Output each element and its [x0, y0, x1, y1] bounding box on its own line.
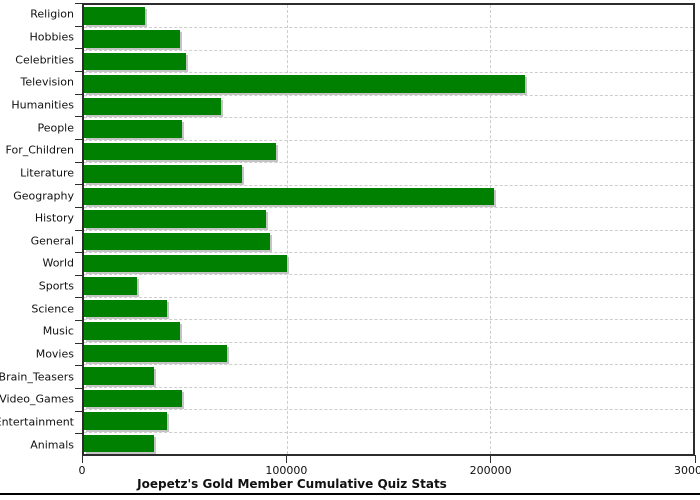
y-axis-label: History: [34, 211, 74, 225]
x-axis-tick: [490, 455, 492, 463]
y-axis-label: Hobbies: [29, 30, 74, 44]
bar-people: [84, 120, 183, 138]
y-axis-tick: [75, 3, 82, 4]
bar-row: [84, 251, 693, 275]
x-axis-tick-labels: 0 100000 200000 300000: [78, 464, 700, 478]
y-axis-label: General: [30, 234, 74, 248]
bar-for_children: [84, 142, 276, 161]
y-axis-label: For_Children: [5, 143, 74, 157]
bar-video_games: [84, 389, 182, 408]
bar-row: [84, 72, 693, 95]
bar-row: [84, 229, 693, 253]
bar-row: [84, 274, 693, 297]
y-axis-tick: [75, 138, 82, 140]
y-axis-label: Television: [20, 75, 75, 89]
y-axis-tick: [75, 252, 82, 254]
y-axis-tick: [75, 342, 82, 344]
bar-row: [84, 207, 693, 230]
bar-row: [84, 49, 693, 73]
y-axis-tick: [75, 70, 82, 72]
y-axis-tick: [75, 433, 82, 435]
y-axis-label: Movies: [35, 347, 74, 361]
y-axis-label: Humanities: [11, 98, 74, 112]
x-axis-tick-label: 300000: [674, 464, 700, 477]
y-axis-label: People: [37, 121, 74, 135]
y-axis-label: Entertainment: [0, 415, 74, 429]
bar-celebrities: [84, 52, 187, 71]
bar-science: [84, 299, 168, 318]
bar-hobbies: [84, 30, 181, 48]
y-axis-label: Video_Games: [0, 392, 74, 406]
bar-animals: [84, 434, 155, 453]
y-axis-tick: [75, 410, 82, 412]
x-axis-tick-label: 200000: [469, 464, 512, 477]
y-axis-tick: [75, 320, 82, 322]
y-axis-tick: [75, 25, 82, 27]
y-axis-label: Brain_Teasers: [0, 370, 74, 384]
y-axis-tick: [75, 161, 82, 163]
y-axis-label: Religion: [30, 7, 74, 21]
bar-row: [84, 184, 693, 208]
bar-row: [84, 27, 693, 50]
x-axis-ticks: [81, 455, 696, 464]
bar-humanities: [84, 97, 222, 116]
y-axis-tick: [75, 116, 82, 118]
bar-row: [84, 162, 693, 185]
y-axis-label: Geography: [13, 189, 74, 203]
bar-row: [84, 431, 693, 455]
bar-row: [84, 386, 693, 410]
bar-music: [84, 322, 181, 340]
y-axis-tick: [75, 365, 82, 367]
plot-area: [82, 3, 695, 456]
y-axis-label: Celebrities: [15, 53, 74, 67]
bar-history: [84, 210, 266, 228]
bar-entertainment: [84, 412, 168, 430]
bar-row: [84, 409, 693, 432]
y-axis-label: Animals: [30, 438, 74, 452]
y-axis-tick: [75, 388, 82, 390]
bar-row: [84, 117, 693, 140]
chart-title: Joepetz's Gold Member Cumulative Quiz St…: [137, 477, 447, 491]
bar-row: [84, 364, 693, 387]
bottom-frame-line: [0, 493, 700, 495]
bar-row: [84, 94, 693, 118]
y-axis-labels: Religion Hobbies Celebrities Television Huma…: [0, 3, 78, 456]
bar-general: [84, 232, 270, 251]
x-axis-tick: [285, 455, 287, 463]
x-axis-tick-label: 0: [78, 464, 86, 477]
y-axis-tick: [75, 229, 82, 231]
y-axis-label: Music: [42, 324, 74, 338]
bar-row: [84, 341, 693, 365]
y-axis-label: World: [42, 256, 74, 270]
bar-row: [84, 296, 693, 320]
bar-world: [84, 254, 287, 273]
bar-geography: [84, 187, 495, 206]
y-axis-label: Sports: [38, 279, 74, 293]
y-axis-tick: [75, 206, 82, 208]
y-axis-tick: [75, 93, 82, 95]
y-axis-tick: [75, 297, 82, 299]
y-axis-label: Literature: [20, 166, 74, 180]
bar-row: [84, 319, 693, 342]
bar-sports: [84, 277, 137, 295]
y-axis-tick: [75, 184, 82, 186]
x-axis-tick-label: 100000: [265, 464, 308, 477]
y-axis-label: Science: [31, 302, 74, 316]
bar-television: [84, 75, 525, 93]
x-axis-tick: [694, 455, 696, 463]
y-axis-tick: [75, 48, 82, 50]
x-axis-tick: [81, 455, 83, 463]
bar-religion: [84, 7, 145, 25]
y-axis-tick: [75, 274, 82, 276]
bar-row: [84, 139, 693, 163]
bar-literature: [84, 165, 242, 183]
bar-brain_teasers: [84, 367, 155, 385]
bar-row: [84, 5, 693, 27]
bar-movies: [84, 344, 228, 363]
